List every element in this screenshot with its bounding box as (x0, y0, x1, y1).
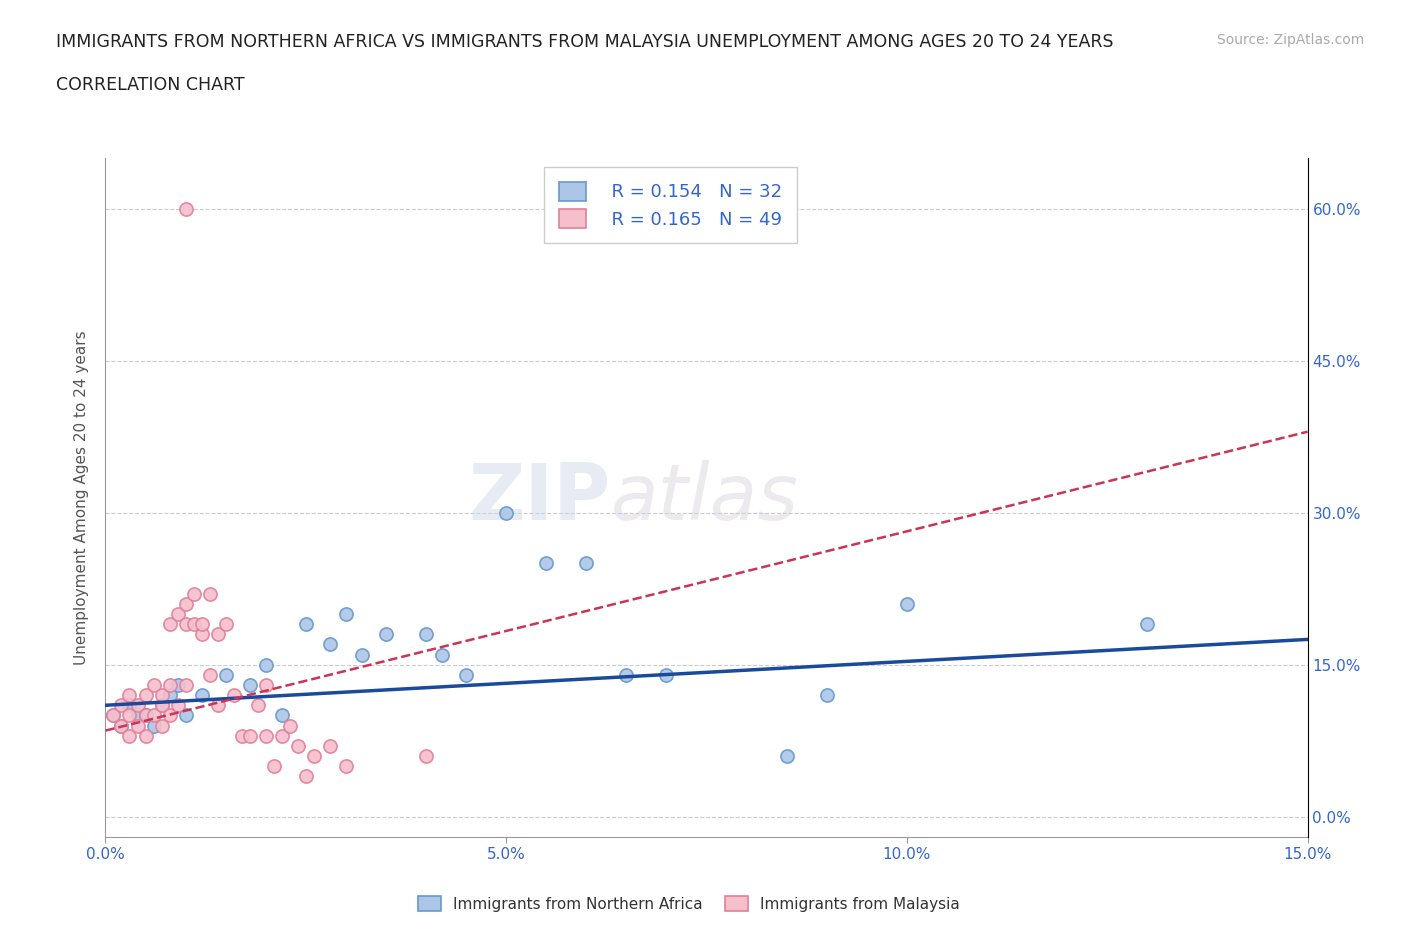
Point (254, 728, 277, 743)
Point (135, 708, 157, 723)
Point (430, 647, 453, 662)
Point (150, 718, 173, 733)
Point (159, 617, 181, 631)
Point (295, 617, 318, 631)
Point (142, 708, 165, 723)
Point (174, 708, 197, 723)
Point (239, 678, 262, 693)
Point (159, 708, 181, 723)
Text: CORRELATION CHART: CORRELATION CHART (56, 76, 245, 94)
Point (239, 728, 262, 743)
Point (127, 708, 149, 723)
Point (110, 698, 132, 712)
Point (174, 617, 197, 631)
Point (335, 759, 357, 774)
Point (166, 698, 188, 712)
Point (278, 718, 301, 733)
Point (287, 738, 309, 753)
Point (350, 647, 373, 662)
Point (118, 728, 141, 743)
Point (302, 749, 325, 764)
Point (150, 698, 173, 712)
Point (319, 637, 342, 652)
Point (374, 627, 398, 642)
Point (135, 728, 157, 743)
Point (190, 627, 212, 642)
Point (110, 718, 132, 733)
Point (166, 678, 188, 693)
Point (222, 687, 245, 702)
Point (150, 687, 173, 702)
Point (254, 658, 277, 672)
Point (110, 718, 132, 733)
Point (150, 698, 173, 712)
Point (174, 678, 197, 693)
Point (454, 668, 477, 683)
Point (495, 505, 517, 520)
Text: Source: ZipAtlas.com: Source: ZipAtlas.com (1216, 33, 1364, 46)
Point (198, 587, 221, 602)
Point (190, 617, 212, 631)
Point (335, 606, 357, 621)
Point (616, 668, 638, 683)
Point (815, 687, 838, 702)
Point (142, 678, 165, 693)
Point (295, 769, 318, 784)
Point (246, 698, 269, 712)
Point (534, 556, 557, 571)
Point (135, 687, 157, 702)
Point (118, 687, 141, 702)
Point (575, 556, 598, 571)
Legend:   R = 0.154   N = 32,   R = 0.165   N = 49: R = 0.154 N = 32, R = 0.165 N = 49 (544, 167, 797, 243)
Point (159, 678, 181, 693)
Point (263, 759, 285, 774)
Point (776, 749, 799, 764)
Point (127, 698, 149, 712)
Point (174, 596, 197, 611)
Point (214, 617, 236, 631)
Point (207, 627, 229, 642)
Point (103, 708, 125, 723)
Point (190, 687, 212, 702)
Point (127, 718, 149, 733)
Point (415, 627, 437, 642)
Point (142, 718, 165, 733)
Text: IMMIGRANTS FROM NORTHERN AFRICA VS IMMIGRANTS FROM MALAYSIA UNEMPLOYMENT AMONG A: IMMIGRANTS FROM NORTHERN AFRICA VS IMMIG… (56, 33, 1114, 50)
Point (166, 606, 188, 621)
Point (198, 668, 221, 683)
Point (183, 587, 205, 602)
Text: ZIP: ZIP (468, 459, 610, 536)
Text: atlas: atlas (610, 459, 799, 536)
Point (207, 698, 229, 712)
Point (270, 728, 292, 743)
Y-axis label: Unemployment Among Ages 20 to 24 years: Unemployment Among Ages 20 to 24 years (75, 330, 90, 665)
Point (118, 708, 141, 723)
Point (159, 687, 181, 702)
Point (655, 668, 678, 683)
Point (214, 668, 236, 683)
Legend: Immigrants from Northern Africa, Immigrants from Malaysia: Immigrants from Northern Africa, Immigra… (412, 889, 966, 918)
Point (135, 708, 157, 723)
Point (1136, 617, 1159, 631)
Point (270, 708, 292, 723)
Point (231, 728, 253, 743)
Point (896, 596, 918, 611)
Point (319, 738, 342, 753)
Point (103, 708, 125, 723)
Point (183, 617, 205, 631)
Point (174, 201, 197, 216)
Point (118, 698, 141, 712)
Point (254, 678, 277, 693)
Point (415, 749, 437, 764)
